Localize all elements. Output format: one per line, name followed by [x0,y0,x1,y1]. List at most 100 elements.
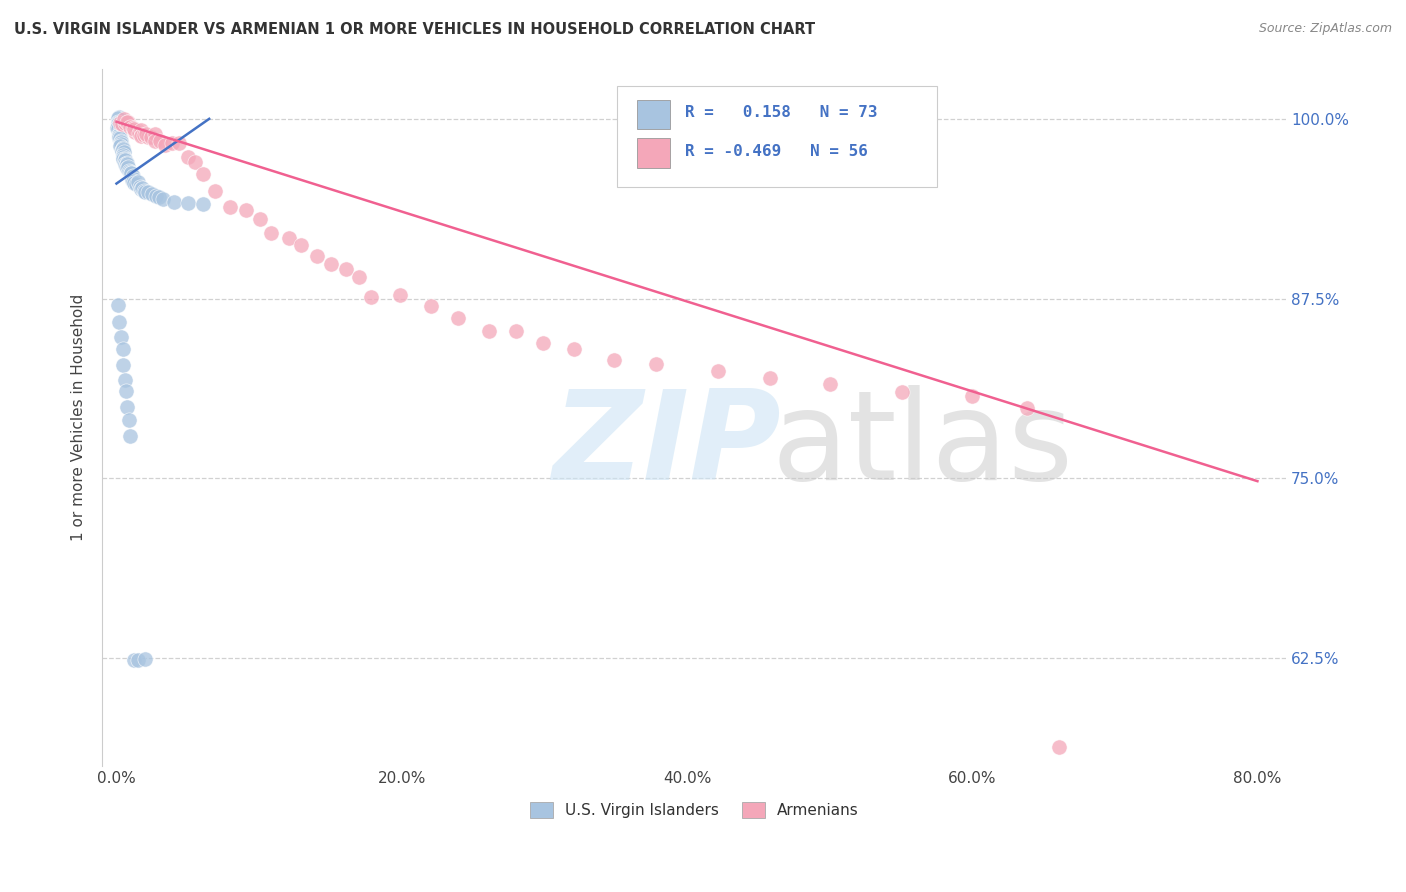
Point [162,136,184,151]
Point [177,150,200,164]
Point [122,121,145,136]
Point [120,166,142,180]
Point [148,189,170,203]
Point [169,136,191,150]
Point [191,197,214,211]
Point [115,155,138,169]
Point [891,384,914,399]
Point [110,136,132,150]
Point [152,192,174,206]
Point [111,143,134,157]
Text: ZIP: ZIP [553,384,780,506]
Point [114,157,136,171]
Point [114,116,136,130]
Point [120,120,142,135]
Point [129,180,152,194]
Point [564,342,586,356]
Point [1015,401,1038,415]
Point [219,200,242,214]
Point [129,129,152,144]
Point [110,136,132,151]
Point [127,123,149,137]
Point [124,176,146,190]
Point [107,111,129,125]
Point [107,116,129,130]
Point [108,139,131,153]
Point [118,165,141,179]
Point [129,123,152,137]
Point [759,371,782,385]
Point [107,298,129,312]
Point [319,257,342,271]
Point [134,184,156,198]
Point [108,130,131,145]
Point [505,324,527,338]
Point [108,128,131,142]
Point [149,134,172,148]
Point [388,288,411,302]
Point [136,129,159,144]
Point [531,336,554,351]
Point [111,342,134,356]
Point [118,413,141,427]
Point [111,141,134,155]
Point [108,128,131,142]
Point [707,364,730,378]
Point [112,150,135,164]
Text: R =   0.158   N = 73: R = 0.158 N = 73 [685,105,877,120]
Point [117,160,139,174]
Point [108,131,131,145]
Point [145,134,167,148]
Point [115,384,138,399]
Point [141,130,163,145]
Text: atlas: atlas [770,384,1073,506]
Point [127,653,149,667]
Point [115,161,138,175]
FancyBboxPatch shape [637,138,671,168]
Y-axis label: 1 or more Vehicles in Household: 1 or more Vehicles in Household [72,293,86,541]
Point [115,157,138,171]
Point [184,155,207,169]
Point [112,145,135,160]
Point [110,134,132,148]
Point [335,262,357,277]
Point [141,187,163,202]
Point [134,186,156,200]
Point [122,120,145,135]
Point [108,130,131,145]
Point [121,172,143,186]
Point [108,124,131,138]
Point [820,376,842,391]
Point [135,128,157,142]
Point [105,120,128,135]
Point [124,178,146,192]
Point [107,120,129,134]
Point [114,152,136,166]
Point [644,357,666,371]
Point [277,230,299,244]
Point [145,189,167,203]
FancyBboxPatch shape [617,86,936,187]
Point [111,144,134,158]
Point [122,174,145,188]
Point [122,172,145,186]
Point [249,212,271,227]
Point [111,152,134,166]
Point [235,202,257,217]
Point [603,353,626,368]
Point [107,123,129,137]
Point [177,195,200,210]
Legend: U.S. Virgin Islanders, Armenians: U.S. Virgin Islanders, Armenians [523,797,865,824]
Point [447,311,470,326]
Point [110,116,132,130]
Text: Source: ZipAtlas.com: Source: ZipAtlas.com [1258,22,1392,36]
Point [420,299,443,313]
Point [129,182,152,196]
Point [117,115,139,129]
Point [347,270,370,285]
Point [115,115,138,129]
Point [128,126,150,140]
Point [122,653,145,667]
Point [107,116,129,130]
Point [107,122,129,136]
